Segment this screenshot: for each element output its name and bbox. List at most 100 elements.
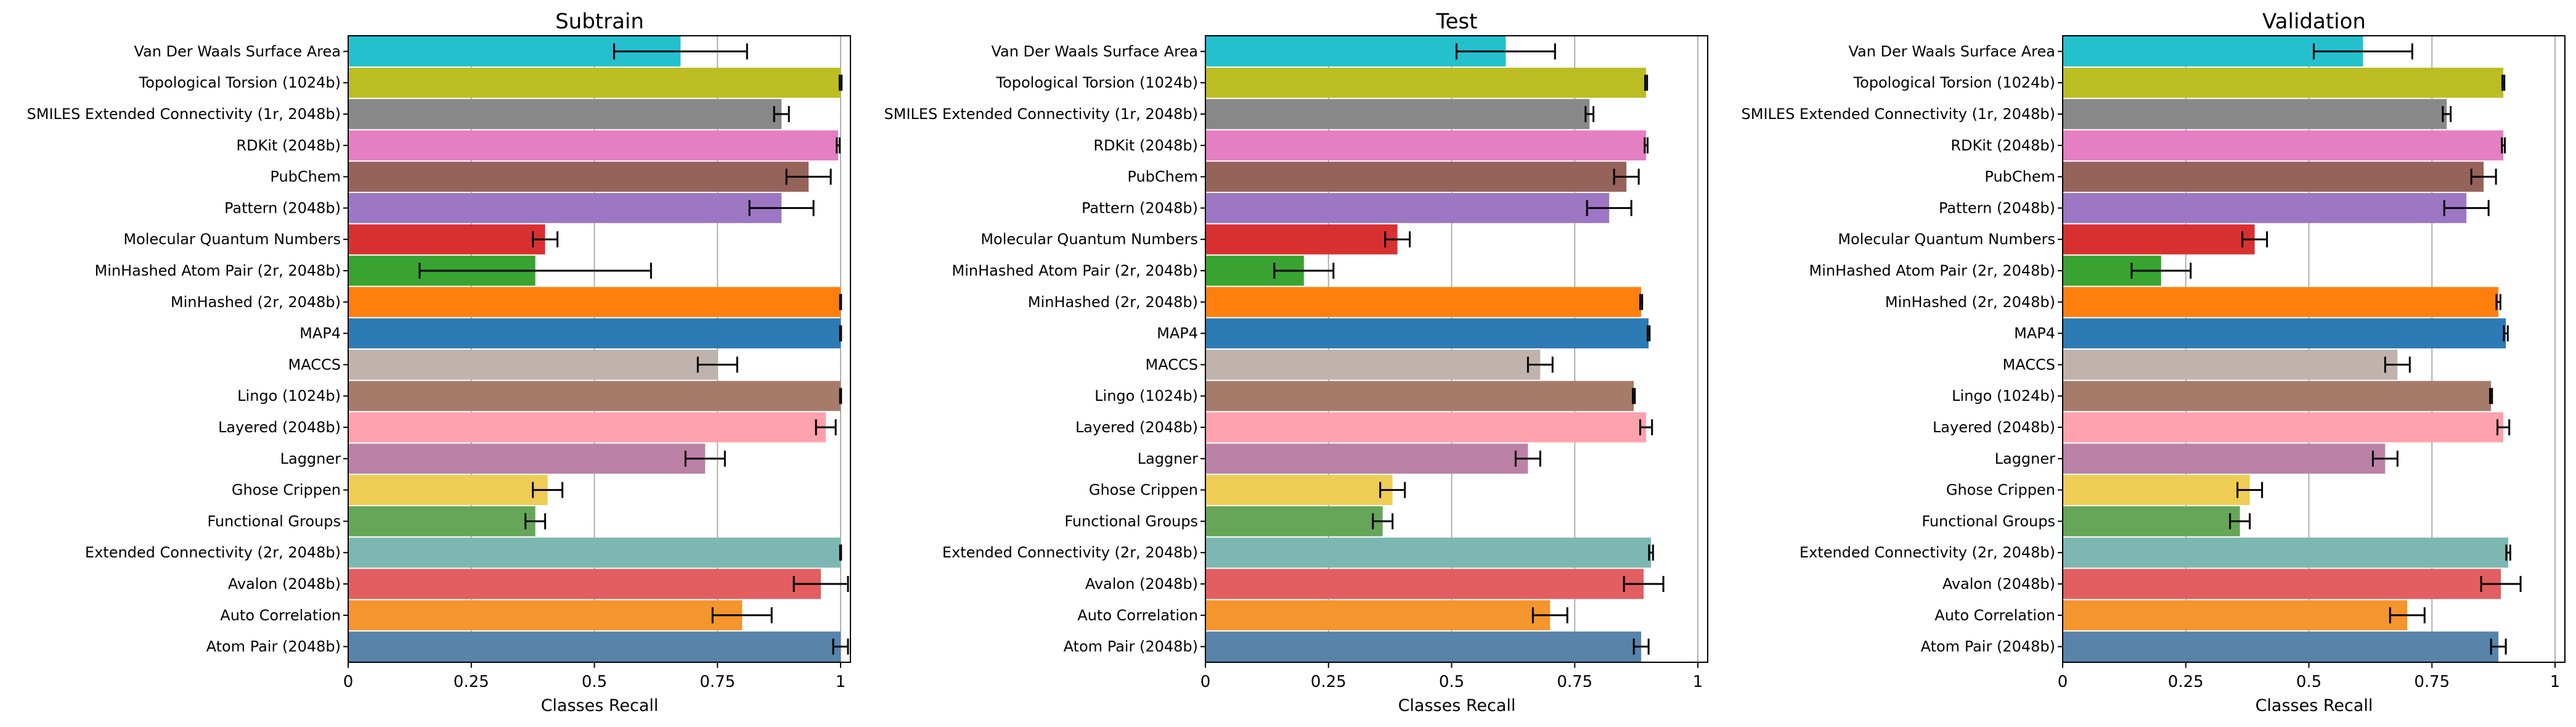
category-label: MinHashed (2r, 2048b) bbox=[1028, 294, 1198, 311]
category-label: Molecular Quantum Numbers bbox=[1838, 231, 2055, 248]
category-label: SMILES Extended Connectivity (1r, 2048b) bbox=[884, 105, 1198, 123]
bar bbox=[1205, 569, 1644, 599]
category-label: Topological Torsion (1024b) bbox=[995, 74, 1198, 91]
category-label: PubChem bbox=[1984, 168, 2055, 186]
bar bbox=[2063, 380, 2492, 411]
category-label: RDKit (2048b) bbox=[1950, 137, 2055, 154]
bar bbox=[2063, 600, 2408, 631]
x-tick-label: 0 bbox=[1200, 673, 1211, 691]
category-label: Layered (2048b) bbox=[218, 419, 341, 436]
category-label: Lingo (1024b) bbox=[1094, 387, 1198, 405]
bar bbox=[348, 287, 841, 318]
bar bbox=[348, 130, 839, 161]
category-label: MinHashed Atom Pair (2r, 2048b) bbox=[1809, 262, 2055, 279]
plot-frame bbox=[1205, 35, 1708, 663]
error-bars bbox=[2130, 43, 2522, 655]
category-label: Functional Groups bbox=[1922, 512, 2055, 530]
bar bbox=[2063, 224, 2255, 255]
bar bbox=[2063, 350, 2398, 380]
category-label: Auto Correlation bbox=[220, 607, 341, 624]
bar bbox=[1205, 99, 1590, 129]
bar bbox=[2063, 537, 2509, 568]
bar bbox=[1205, 287, 1642, 318]
category-label: Atom Pair (2048b) bbox=[206, 638, 341, 655]
category-label: Extended Connectivity (2r, 2048b) bbox=[1800, 544, 2055, 561]
bar bbox=[2063, 287, 2499, 318]
category-label: MAP4 bbox=[300, 325, 341, 342]
bar bbox=[1205, 631, 1642, 662]
category-label: Ghose Crippen bbox=[1946, 482, 2055, 499]
category-label: Pattern (2048b) bbox=[1939, 199, 2055, 216]
subplot-subtrain: Subtrain Classes Recall Van Der Waals Su… bbox=[27, 9, 851, 715]
category-label: Atom Pair (2048b) bbox=[1921, 638, 2055, 655]
subplot-validation: Validation Classes Recall Van Der Waals … bbox=[1742, 9, 2566, 715]
category-label: Pattern (2048b) bbox=[224, 199, 341, 216]
category-label: Topological Torsion (1024b) bbox=[1853, 74, 2055, 91]
x-tick-label: 0.75 bbox=[699, 673, 735, 691]
subplot-title: Test bbox=[1436, 9, 1478, 34]
x-tick-label: 0 bbox=[343, 673, 354, 691]
x-tick-label: 0.25 bbox=[2168, 673, 2204, 691]
x-tick-label: 1 bbox=[1693, 673, 1703, 691]
bar bbox=[348, 380, 841, 411]
category-label: Avalon (2048b) bbox=[1942, 575, 2055, 593]
category-label: Topological Torsion (1024b) bbox=[138, 74, 341, 91]
bar bbox=[1205, 350, 1541, 380]
bar bbox=[348, 443, 706, 474]
category-label: Laggner bbox=[280, 450, 341, 467]
bar bbox=[2063, 569, 2501, 599]
bar bbox=[1205, 318, 1649, 348]
category-label: Ghose Crippen bbox=[232, 482, 341, 499]
category-label: MACCS bbox=[288, 356, 341, 373]
x-tick-label: 0.75 bbox=[1557, 673, 1592, 691]
subplot-title: Validation bbox=[2262, 9, 2366, 34]
bars bbox=[1205, 36, 1652, 662]
bar bbox=[348, 537, 841, 568]
category-label: Avalon (2048b) bbox=[228, 575, 341, 593]
x-ticks: 0 0.25 0.5 0.75 1 bbox=[2058, 662, 2560, 691]
bar bbox=[348, 631, 841, 662]
category-label: MAP4 bbox=[1157, 325, 1198, 342]
category-label: Auto Correlation bbox=[1077, 607, 1198, 624]
bar bbox=[1205, 600, 1551, 631]
bars bbox=[2063, 36, 2509, 662]
category-label: MinHashed Atom Pair (2r, 2048b) bbox=[95, 262, 341, 279]
bar bbox=[1205, 224, 1398, 255]
category-label: MACCS bbox=[1146, 356, 1198, 373]
plot-frame bbox=[348, 35, 851, 663]
bar bbox=[1205, 67, 1647, 98]
x-tick-label: 0.25 bbox=[1311, 673, 1347, 691]
x-ticks: 0 0.25 0.5 0.75 1 bbox=[343, 662, 846, 691]
error-bars bbox=[418, 43, 849, 655]
bar bbox=[348, 569, 821, 599]
category-label: Extended Connectivity (2r, 2048b) bbox=[85, 544, 341, 561]
bar bbox=[348, 506, 536, 536]
category-label: Laggner bbox=[1995, 450, 2056, 467]
bar bbox=[1205, 506, 1383, 536]
bar bbox=[348, 193, 782, 223]
bar bbox=[348, 224, 545, 255]
category-label: Molecular Quantum Numbers bbox=[980, 231, 1198, 248]
bar bbox=[2063, 475, 2250, 505]
bar bbox=[1205, 443, 1528, 474]
bars bbox=[348, 36, 841, 662]
bar bbox=[1205, 380, 1634, 411]
x-tick-label: 0.5 bbox=[2296, 673, 2321, 691]
bar bbox=[2063, 130, 2504, 161]
category-label: PubChem bbox=[270, 168, 341, 186]
bar bbox=[348, 412, 826, 443]
bar bbox=[1205, 537, 1652, 568]
category-label: MinHashed Atom Pair (2r, 2048b) bbox=[952, 262, 1198, 279]
bar bbox=[1205, 475, 1393, 505]
category-labels: Van Der Waals Surface Area Topological To… bbox=[1742, 43, 2063, 655]
category-label: Ghose Crippen bbox=[1089, 482, 1198, 499]
category-label: SMILES Extended Connectivity (1r, 2048b) bbox=[27, 105, 341, 123]
category-label: PubChem bbox=[1127, 168, 1198, 186]
x-axis-label: Classes Recall bbox=[1398, 696, 1516, 715]
subplot-title: Subtrain bbox=[555, 9, 644, 34]
bar bbox=[2063, 506, 2240, 536]
bar bbox=[2063, 162, 2484, 192]
x-tick-label: 0 bbox=[2058, 673, 2068, 691]
bar bbox=[348, 318, 841, 348]
